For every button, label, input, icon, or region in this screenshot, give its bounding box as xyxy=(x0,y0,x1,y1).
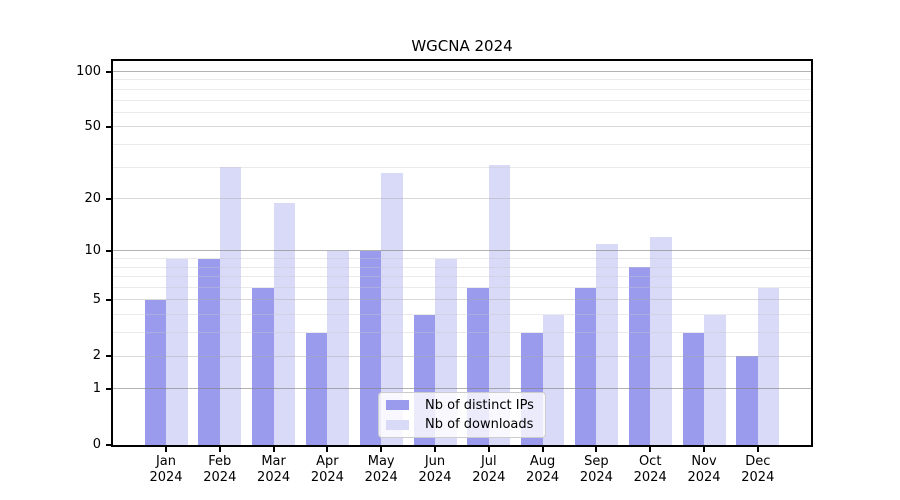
x-tick-aug-2024 xyxy=(541,447,544,452)
gridline-4 xyxy=(113,314,811,316)
bar-downloads-jan-2024 xyxy=(166,258,188,445)
legend-item-downloads: Nb of downloads xyxy=(385,417,539,434)
bar-ips-mar-2024 xyxy=(252,287,274,445)
bar-downloads-may-2024 xyxy=(381,172,403,445)
x-tick-jan-2024 xyxy=(165,447,167,452)
x-tick-label-oct-2024: Oct 2024 xyxy=(633,454,667,485)
bar-downloads-dec-2024 xyxy=(757,287,780,445)
bar-downloads-aug-2024 xyxy=(542,314,565,445)
gridline-70 xyxy=(113,99,811,101)
y-tick-label-50: 50 xyxy=(84,118,101,134)
y-tick-0 xyxy=(106,444,113,446)
gridline-9 xyxy=(113,258,811,260)
x-tick-label-jan-2024: Jan 2024 xyxy=(149,454,183,485)
y-tick-10 xyxy=(106,249,113,252)
y-tick-label-20: 20 xyxy=(84,190,101,206)
x-tick-label-sep-2024: Sep 2024 xyxy=(579,454,613,485)
x-tick-label-dec-2024: Dec 2024 xyxy=(741,454,775,485)
y-tick-label-0: 0 xyxy=(92,437,101,452)
legend: Nb of distinct IPs Nb of downloads xyxy=(378,392,546,438)
gridline-1 xyxy=(113,388,811,390)
legend-label-downloads: Nb of downloads xyxy=(425,417,534,433)
legend-label-distinct-ips: Nb of distinct IPs xyxy=(425,397,534,413)
x-tick-oct-2024 xyxy=(649,447,652,452)
y-tick-50 xyxy=(106,125,113,128)
x-tick-label-nov-2024: Nov 2024 xyxy=(687,454,721,485)
bar-downloads-nov-2024 xyxy=(704,314,726,445)
gridline-7 xyxy=(113,276,811,278)
y-tick-label-10: 10 xyxy=(84,242,101,258)
y-tick-label-2: 2 xyxy=(92,348,101,364)
x-tick-label-jun-2024: Jun 2024 xyxy=(418,454,452,485)
bar-downloads-jul-2024 xyxy=(488,164,511,445)
bar-downloads-sep-2024 xyxy=(596,243,618,445)
y-tick-label-1: 1 xyxy=(92,380,101,396)
x-tick-nov-2024 xyxy=(703,447,705,452)
bar-ips-sep-2024 xyxy=(574,287,597,445)
y-tick-label-5: 5 xyxy=(92,291,101,307)
gridline-2 xyxy=(113,355,811,357)
x-tick-mar-2024 xyxy=(272,447,275,452)
x-tick-jun-2024 xyxy=(434,447,436,452)
x-tick-label-aug-2024: Aug 2024 xyxy=(526,454,560,485)
bar-ips-dec-2024 xyxy=(736,356,758,445)
y-tick-20 xyxy=(106,197,113,200)
x-tick-may-2024 xyxy=(380,447,383,452)
x-tick-dec-2024 xyxy=(756,447,759,452)
x-tick-jul-2024 xyxy=(487,447,490,452)
gridline-5 xyxy=(113,299,811,301)
gridline-10 xyxy=(113,250,811,252)
gridline-90 xyxy=(113,79,811,81)
y-tick-label-100: 100 xyxy=(76,63,101,79)
bar-downloads-mar-2024 xyxy=(273,202,296,445)
y-tick-1 xyxy=(106,387,113,390)
x-tick-label-feb-2024: Feb 2024 xyxy=(203,454,237,485)
bar-ips-feb-2024 xyxy=(198,258,220,445)
x-tick-apr-2024 xyxy=(326,447,329,452)
gridline-100 xyxy=(113,71,811,72)
gridline-40 xyxy=(113,143,811,145)
chart-title: WGCNA 2024 xyxy=(411,37,513,55)
bar-ips-jan-2024 xyxy=(144,300,166,445)
legend-item-distinct-ips: Nb of distinct IPs xyxy=(385,397,539,414)
y-tick-2 xyxy=(106,355,113,358)
x-tick-feb-2024 xyxy=(218,447,221,452)
y-tick-5 xyxy=(106,298,113,301)
gridline-6 xyxy=(113,287,811,289)
x-tick-label-jul-2024: Jul 2024 xyxy=(472,454,506,485)
bar-ips-oct-2024 xyxy=(628,267,651,445)
bar-downloads-oct-2024 xyxy=(650,237,672,445)
plot-area xyxy=(111,59,813,447)
gridline-60 xyxy=(113,111,811,113)
x-tick-label-may-2024: May 2024 xyxy=(364,454,398,485)
bar-downloads-apr-2024 xyxy=(327,250,349,445)
gridline-3 xyxy=(113,332,811,334)
x-tick-label-apr-2024: Apr 2024 xyxy=(310,454,344,485)
gridline-50 xyxy=(113,126,811,128)
gridline-80 xyxy=(113,88,811,90)
y-tick-100 xyxy=(106,70,113,73)
gridline-20 xyxy=(113,198,811,200)
legend-swatch-distinct-ips xyxy=(386,400,409,411)
x-tick-label-mar-2024: Mar 2024 xyxy=(257,454,291,485)
gridline-8 xyxy=(113,266,811,268)
gridline-30 xyxy=(113,166,811,168)
bar-ips-may-2024 xyxy=(359,250,382,445)
bar-downloads-feb-2024 xyxy=(219,167,242,445)
legend-swatch-downloads xyxy=(386,419,409,430)
x-tick-sep-2024 xyxy=(595,447,598,452)
